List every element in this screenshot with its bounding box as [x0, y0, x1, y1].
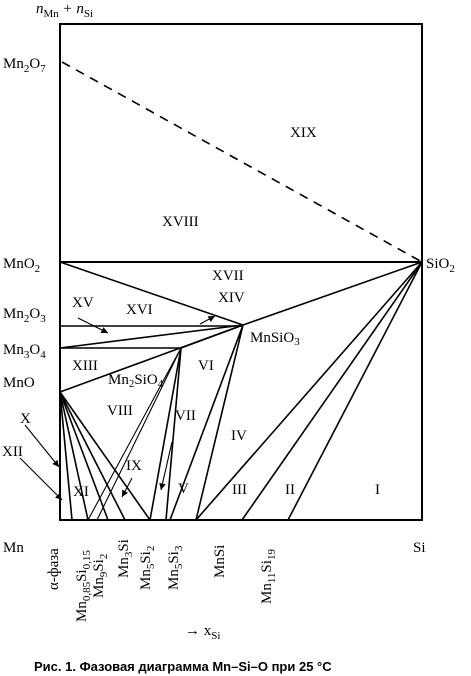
tie-line — [59, 391, 89, 521]
pointer-arrow — [24, 424, 60, 468]
phase-alpha-label: α-фаза — [46, 548, 62, 590]
zone-x: X — [20, 411, 31, 427]
phase-mn5si3-label: Mn5Si3 — [166, 545, 185, 590]
diagram-frame — [59, 23, 423, 521]
pointer-arrow — [159, 441, 173, 491]
mn2o7-label: Mn2O7 — [3, 56, 46, 75]
zone-xiii: XIII — [72, 358, 98, 374]
zone-xvi: XVI — [126, 302, 153, 318]
x-axis-label: → xSi — [185, 623, 220, 642]
y-axis-label: nMn + nSi — [36, 1, 93, 20]
mnsio3-label: MnSiO3 — [250, 330, 300, 348]
tie-line — [195, 261, 423, 521]
zone-ix: IX — [126, 458, 142, 474]
mn2o3-label: Mn2O3 — [3, 306, 46, 325]
zone-iii: III — [232, 482, 247, 498]
tie-line — [169, 324, 244, 521]
tie-line — [59, 391, 126, 521]
zone-xix: XIX — [290, 125, 317, 141]
phase-mnsi-label: MnSi — [212, 545, 228, 578]
pointer-arrow — [19, 457, 63, 501]
tie-line — [241, 261, 423, 521]
zone-xi: XI — [73, 484, 89, 500]
tie-line — [87, 347, 182, 521]
tie-line — [96, 347, 182, 521]
sio2-label: SiO2 — [426, 256, 455, 275]
zone-ii: II — [285, 482, 295, 498]
mno-label: MnO — [3, 375, 35, 391]
tie-line — [180, 324, 244, 349]
si-label: Si — [413, 540, 426, 556]
phase-mn5si2-label: Mn5Si2 — [138, 546, 157, 590]
zone-vii: VII — [175, 408, 196, 424]
zone-v: V — [178, 481, 189, 497]
zone-xiv: XIV — [218, 290, 245, 306]
figure-caption: Рис. 1. Фазовая диаграмма Mn–Si–O при 25… — [34, 659, 332, 674]
tie-line — [59, 261, 244, 326]
mn-label: Mn — [3, 540, 24, 556]
zone-iv: IV — [231, 428, 247, 444]
tie-line — [59, 324, 244, 349]
tie-line — [195, 324, 244, 521]
tie-line — [165, 347, 182, 521]
dashed-tie-line — [61, 61, 423, 263]
zone-xii: XII — [2, 444, 23, 460]
zone-xv: XV — [72, 295, 94, 311]
zone-xviii: XVIII — [162, 214, 199, 230]
tie-line — [149, 347, 182, 521]
mno2-label: MnO2 — [3, 256, 40, 275]
mn3o4-label: Mn3O4 — [3, 342, 46, 361]
tie-line — [287, 261, 423, 521]
zone-vi: VI — [198, 358, 214, 374]
tie-line — [242, 261, 423, 326]
phase-mn9si2-label: Mn9Si2 — [91, 554, 110, 598]
pointer-arrow — [199, 315, 216, 325]
tie-line — [59, 391, 73, 521]
zone-viii: VIII — [107, 403, 133, 419]
phase-mn3si-label: Mn3Si — [116, 539, 135, 578]
pointer-arrow — [121, 477, 133, 498]
tie-line — [59, 391, 151, 521]
zone-xvii: XVII — [212, 268, 244, 284]
mn2sio4-label: Mn2SiO4 — [108, 372, 164, 390]
phase-mn11si19-label: Mn11Si19 — [259, 549, 278, 604]
zone-i: I — [375, 482, 380, 498]
pointer-arrow — [77, 317, 109, 334]
